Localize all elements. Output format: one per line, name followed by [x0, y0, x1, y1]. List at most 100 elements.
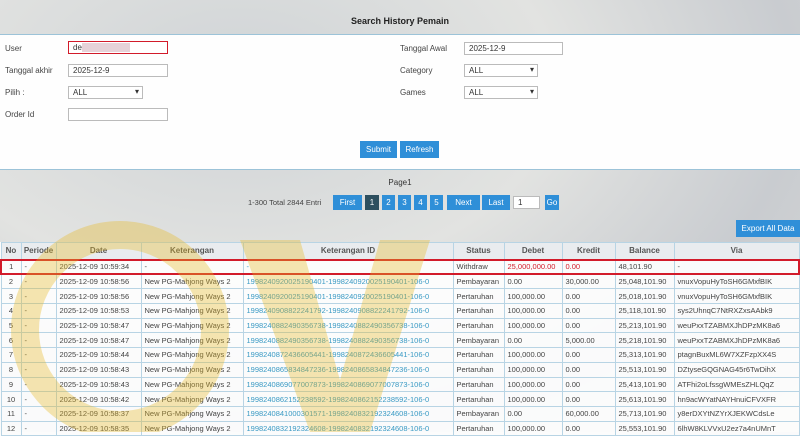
keterangan-id-cell[interactable]: 1998240882490356738-1998240882490356738-…	[242, 317, 454, 334]
row-number-cell: 7	[0, 347, 22, 363]
keterangan-id-cell[interactable]: 1998240920025190401-1998240920025190401-…	[242, 288, 454, 305]
row-number-cell: 5	[0, 317, 22, 334]
via-cell: y8erDXYtNZYrXJEKWCdsLe	[673, 405, 800, 422]
export-all-button[interactable]: Export All Data	[736, 220, 800, 237]
keterangan-id-cell[interactable]: 1998240862152238592-1998240862152238592-…	[242, 391, 454, 407]
balance-cell: 25,018,101.90	[614, 288, 675, 305]
keterangan-id-cell[interactable]: 1998240920025190401-1998240920025190401-…	[242, 273, 454, 290]
tanggal-awal-input[interactable]: 2025-12-9	[464, 42, 563, 55]
debet-cell: 100,000.00	[503, 317, 563, 334]
periode-cell: -	[20, 391, 57, 407]
keterangan-cell: New PG-Mahjong Ways 2	[140, 376, 244, 393]
games-select[interactable]: ALL	[464, 86, 538, 99]
date-cell: 2025-12-09 10:58:35	[55, 420, 142, 436]
redacted-mask	[81, 43, 130, 53]
keterangan-id-cell[interactable]: 1998240865834847236-1998240865834847236-…	[242, 361, 454, 378]
periode-cell: -	[20, 376, 57, 393]
table-row: 5-2025-12-09 10:58:47 New PG-Mahjong Ways…	[0, 317, 800, 334]
tanggal-awal-label: Tanggal Awal	[400, 44, 447, 53]
keterangan-cell: New PG-Mahjong Ways 2	[140, 420, 244, 436]
last-page-button[interactable]: Last	[482, 195, 510, 210]
status-cell: Pertaruhan	[452, 288, 505, 305]
go-button[interactable]: Go	[545, 195, 559, 210]
page-button-5[interactable]: 5	[430, 195, 443, 210]
status-cell: Pertaruhan	[452, 391, 505, 407]
date-cell: 2025-12-09 10:58:47	[55, 332, 142, 349]
keterangan-id-cell[interactable]: 1998240908822241792-1998240908822241792-…	[242, 303, 454, 319]
kredit-cell: 0.00	[561, 376, 616, 393]
user-label: User	[5, 44, 22, 53]
balance-cell: 25,213,101.90	[614, 317, 675, 334]
balance-cell: 25,613,101.90	[614, 391, 675, 407]
kredit-cell: 30,000.00	[561, 273, 616, 290]
balance-cell: 25,713,101.90	[614, 405, 675, 422]
balance-cell: 48,101.90	[614, 258, 675, 276]
kredit-cell: 0.00	[561, 391, 616, 407]
page-button-4[interactable]: 4	[414, 195, 427, 210]
submit-button[interactable]: Submit	[360, 141, 397, 158]
balance-cell: 25,048,101.90	[614, 273, 675, 290]
column-header: Kredit	[561, 242, 616, 260]
row-number-cell: 3	[0, 288, 22, 305]
keterangan-cell: New PG-Mahjong Ways 2	[140, 273, 244, 290]
keterangan-id-cell[interactable]: 1998240841000301571-1998240832192324608-…	[242, 405, 454, 422]
balance-cell: 25,513,101.90	[614, 361, 675, 378]
balance-cell: 25,553,101.90	[614, 420, 675, 436]
balance-cell: 25,413,101.90	[614, 376, 675, 393]
order-id-input[interactable]	[68, 108, 168, 121]
debet-cell: 100,000.00	[503, 391, 563, 407]
page-button-3[interactable]: 3	[398, 195, 411, 210]
row-number-cell: 1	[0, 258, 22, 276]
column-header: Status	[452, 242, 505, 260]
periode-cell: -	[20, 288, 57, 305]
balance-cell: 25,218,101.90	[614, 332, 675, 349]
category-select[interactable]: ALL	[464, 64, 538, 77]
keterangan-id-cell: -	[242, 258, 454, 276]
kredit-cell: 0.00	[561, 258, 616, 276]
date-cell: 2025-12-09 10:58:56	[55, 288, 142, 305]
status-cell: Pertaruhan	[452, 361, 505, 378]
periode-cell: -	[20, 303, 57, 319]
periode-cell: -	[20, 258, 57, 276]
status-cell: Pertaruhan	[452, 347, 505, 363]
keterangan-id-cell[interactable]: 1998240872436605441-1998240872436605441-…	[242, 347, 454, 363]
via-cell: -	[673, 258, 800, 276]
keterangan-cell: New PG-Mahjong Ways 2	[140, 361, 244, 378]
user-input[interactable]: de	[68, 41, 168, 54]
first-page-button[interactable]: First	[333, 195, 362, 210]
history-table: No Periode Date Keterangan Keterangan ID Stat…	[0, 242, 800, 436]
table-row: 11-2025-12-09 10:58:37 New PG-Mahjong Way…	[0, 405, 800, 422]
page-button-1[interactable]: 1	[365, 195, 379, 210]
debet-cell: 100,000.00	[503, 361, 563, 378]
status-cell: Pertaruhan	[452, 303, 505, 319]
via-cell: 6lhW8KLVVxU2ez7a4nUMnT	[673, 420, 800, 436]
status-cell: Pertaruhan	[452, 420, 505, 436]
next-page-button[interactable]: Next	[447, 195, 480, 210]
table-row: 7-2025-12-09 10:58:44 New PG-Mahjong Ways…	[0, 347, 800, 363]
keterangan-id-cell[interactable]: 1998240832192324608-1998240832192324608-…	[242, 420, 454, 436]
refresh-button[interactable]: Refresh	[400, 141, 439, 158]
page-button-2[interactable]: 2	[382, 195, 395, 210]
debet-cell: 25,000,000.00	[503, 258, 563, 276]
status-cell: Pembayaran	[452, 405, 505, 422]
keterangan-id-cell[interactable]: 1998240882490356738-1998240882490356738-…	[242, 332, 454, 349]
balance-cell: 25,118,101.90	[614, 303, 675, 319]
status-cell: Withdraw	[452, 258, 505, 276]
table-header: No Periode Date Keterangan Keterangan ID Stat…	[0, 242, 800, 260]
date-cell: 2025-12-09 10:58:43	[55, 376, 142, 393]
kredit-cell: 0.00	[561, 420, 616, 436]
kredit-cell: 5,000.00	[561, 332, 616, 349]
periode-cell: -	[20, 420, 57, 436]
date-cell: 2025-12-09 10:58:47	[55, 317, 142, 334]
periode-cell: -	[20, 273, 57, 290]
column-header: No	[0, 242, 22, 260]
goto-page-input[interactable]: 1	[513, 196, 540, 209]
keterangan-id-cell[interactable]: 1998240869077007873-1998240869077007873-…	[242, 376, 454, 393]
debet-cell: 100,000.00	[503, 420, 563, 436]
kredit-cell: 0.00	[561, 347, 616, 363]
tanggal-akhir-input[interactable]: 2025-12-9	[68, 64, 168, 77]
pilih-select[interactable]: ALL	[68, 86, 143, 99]
debet-cell: 100,000.00	[503, 288, 563, 305]
date-cell: 2025-12-09 10:59:34	[55, 258, 142, 276]
via-cell: hn9acWYatNAYHnuiCFVXFR	[673, 391, 800, 407]
